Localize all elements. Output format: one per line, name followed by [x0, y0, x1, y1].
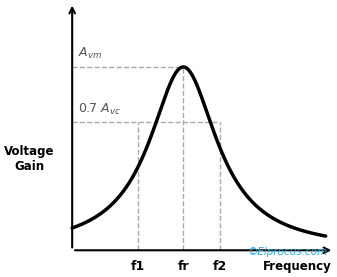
Text: $A_{vm}$: $A_{vm}$ [78, 46, 102, 61]
Text: ©Elprocus.com: ©Elprocus.com [248, 247, 328, 257]
Text: Voltage
Gain: Voltage Gain [4, 145, 55, 173]
Text: $0.7\ A_{vc}$: $0.7\ A_{vc}$ [78, 102, 121, 117]
Text: f2: f2 [213, 260, 227, 273]
Text: f1: f1 [130, 260, 145, 273]
Text: fr: fr [178, 260, 189, 273]
Text: Frequency: Frequency [263, 260, 331, 273]
